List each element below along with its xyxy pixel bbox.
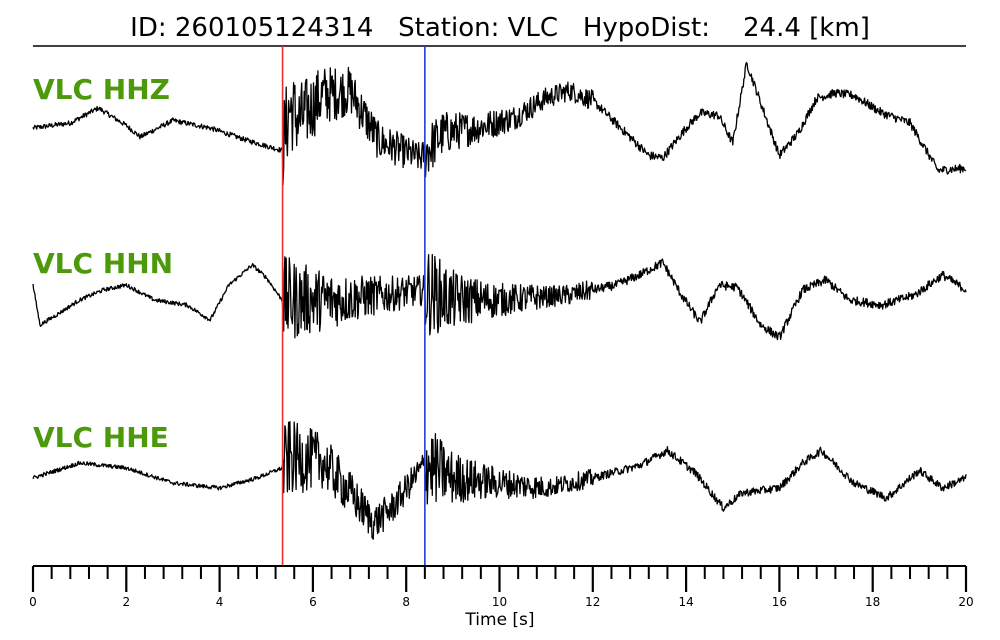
trace-vlc-hhe	[32, 421, 967, 540]
title-station: Station: VLC	[398, 13, 559, 43]
x-axis: 0 2 4 6 8 10 12 14 16 18 20	[29, 565, 974, 609]
title-event-id: ID: 260105124314	[130, 13, 374, 43]
trace-vlc-hhn	[32, 253, 967, 341]
x-tick-label: 0	[29, 595, 37, 609]
series-label-hhz: VLC HHZ	[33, 73, 170, 106]
x-tick-label: 12	[585, 595, 600, 609]
x-tick-label: 10	[492, 595, 507, 609]
series-label-hhn: VLC HHN	[33, 247, 174, 280]
pick-markers-group	[281, 46, 426, 566]
traces-group	[32, 61, 967, 540]
x-tick-label: 4	[216, 595, 224, 609]
trace-vlc-hhz	[32, 61, 967, 186]
x-tick-label: 2	[122, 595, 130, 609]
x-axis-label: Time [s]	[464, 610, 534, 630]
title-hypodist: HypoDist: 24.4 [km]	[582, 13, 870, 43]
x-tick-label: 14	[678, 595, 693, 609]
series-label-hhe: VLC HHE	[33, 421, 169, 454]
x-tick-label: 6	[309, 595, 317, 609]
x-tick-label: 16	[772, 595, 787, 609]
chart-title: ID: 260105124314 Station: VLC HypoDist: …	[0, 8, 1000, 48]
x-tick-label: 8	[402, 595, 410, 609]
x-tick-label: 20	[958, 595, 973, 609]
x-tick-label: 18	[865, 595, 880, 609]
